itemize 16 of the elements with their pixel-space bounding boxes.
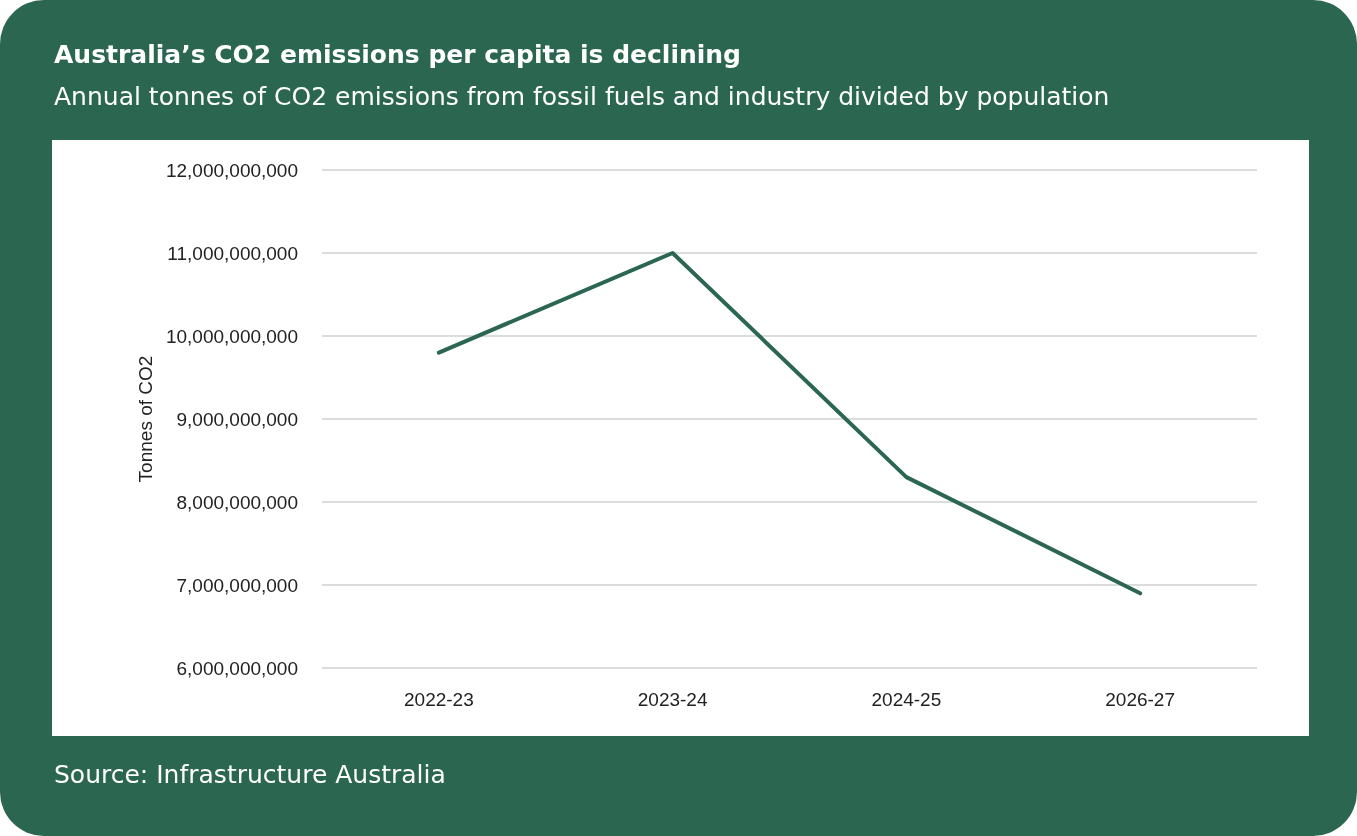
chart-title: Australia’s CO2 emissions per capita is declining [54, 40, 742, 69]
y-tick-label: 12,000,000,000 [165, 159, 298, 181]
y-tick-label: 8,000,000,000 [176, 491, 298, 513]
line-series [436, 251, 1143, 596]
x-tick-label: 2023-24 [637, 689, 708, 710]
x-tick-label: 2026-27 [1105, 689, 1175, 710]
y-tick-label: 10,000,000,000 [165, 325, 298, 347]
source-note: Source: Infrastructure Australia [54, 760, 446, 789]
x-tick-label: 2024-25 [871, 689, 942, 710]
chart-subtitle: Annual tonnes of CO2 emissions from fossil fuels and industry divided by population [54, 82, 1110, 111]
x-tick-label: 2022-23 [404, 689, 474, 710]
y-tick-label: 11,000,000,000 [167, 242, 298, 264]
y-axis-title: Tonnes of CO2 [135, 355, 157, 483]
y-tick-label: 9,000,000,000 [176, 408, 298, 430]
y-tick-label: 6,000,000,000 [176, 657, 298, 679]
y-tick-label: 7,000,000,000 [176, 574, 298, 596]
